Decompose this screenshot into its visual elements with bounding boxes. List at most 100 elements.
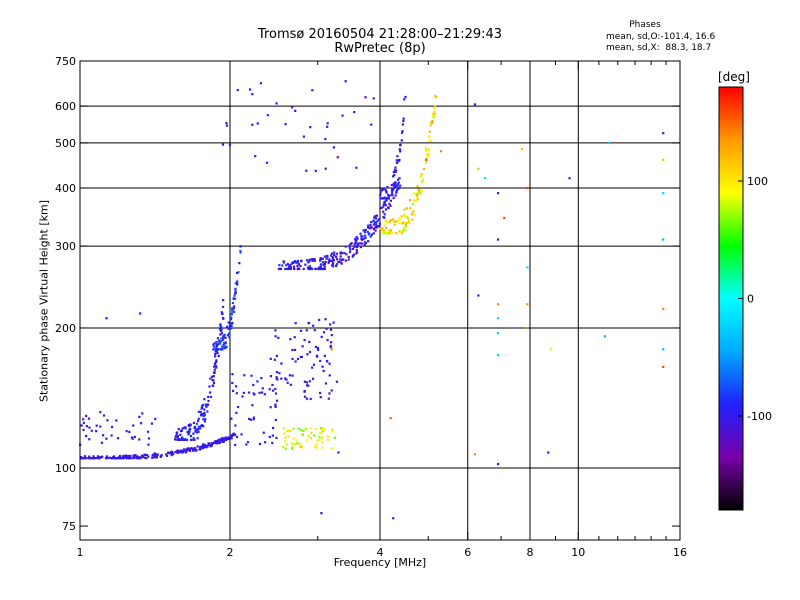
data-point <box>384 219 387 223</box>
data-point <box>373 216 376 219</box>
data-point <box>309 437 313 440</box>
data-point <box>219 439 222 442</box>
data-point <box>212 381 216 385</box>
data-point <box>395 232 398 235</box>
data-point <box>194 430 197 433</box>
data-point <box>232 432 235 435</box>
data-point <box>89 457 93 460</box>
data-point <box>196 437 199 440</box>
data-point <box>235 435 239 439</box>
data-point <box>234 424 237 427</box>
data-point <box>284 267 287 271</box>
data-point <box>330 333 333 337</box>
data-point <box>151 456 154 459</box>
data-point <box>417 188 420 191</box>
phase-colorbar: 100 0 -100 <box>718 86 772 511</box>
data-point <box>308 258 311 261</box>
data-point <box>304 263 307 266</box>
data-point <box>182 450 185 453</box>
data-point <box>328 392 331 395</box>
data-point <box>231 381 234 385</box>
data-point <box>175 431 179 434</box>
data-point <box>121 455 125 458</box>
data-point <box>197 417 200 420</box>
data-point <box>282 445 285 449</box>
data-point <box>413 213 416 216</box>
data-point <box>139 457 142 460</box>
data-point <box>200 407 203 410</box>
data-point <box>291 442 294 445</box>
data-point <box>302 267 305 271</box>
data-point <box>236 405 240 409</box>
data-point <box>293 348 297 351</box>
data-point <box>291 447 294 450</box>
data-point <box>83 455 87 458</box>
data-point <box>422 167 426 171</box>
data-point <box>384 204 387 207</box>
data-point <box>319 265 322 268</box>
data-point <box>139 422 143 425</box>
data-point <box>208 391 212 394</box>
data-point <box>232 307 235 310</box>
data-point <box>332 253 336 257</box>
data-point <box>179 430 183 433</box>
data-point <box>311 366 314 369</box>
data-point <box>382 210 385 213</box>
data-point <box>434 94 437 98</box>
data-point <box>269 357 272 360</box>
data-point <box>285 267 289 271</box>
data-point <box>420 172 423 175</box>
data-point <box>290 262 293 265</box>
data-point <box>259 82 263 85</box>
data-point <box>155 456 158 459</box>
data-point <box>147 455 150 458</box>
data-point <box>274 392 278 395</box>
data-point <box>329 328 333 331</box>
data-point <box>402 117 405 120</box>
data-point <box>332 146 336 149</box>
data-point <box>308 260 311 263</box>
data-point <box>240 433 243 436</box>
data-point <box>258 391 261 394</box>
data-point <box>318 267 321 271</box>
data-point <box>374 229 377 232</box>
data-point <box>201 412 204 416</box>
data-point <box>339 255 342 258</box>
data-point <box>293 336 296 339</box>
data-point <box>319 391 322 395</box>
data-point <box>400 139 403 142</box>
data-point <box>274 403 277 406</box>
data-point <box>125 430 128 433</box>
data-point <box>376 226 379 229</box>
data-point <box>425 158 428 161</box>
data-point <box>106 457 109 460</box>
data-point <box>322 331 326 334</box>
data-point <box>287 266 291 270</box>
data-point <box>324 137 327 141</box>
data-point <box>177 438 181 441</box>
data-point <box>196 445 199 448</box>
data-point <box>268 388 271 391</box>
data-point <box>108 456 111 459</box>
data-point <box>330 252 333 255</box>
data-point <box>391 188 394 191</box>
data-point <box>321 257 324 260</box>
data-point <box>242 391 245 395</box>
data-point <box>332 258 336 262</box>
data-point <box>291 106 294 109</box>
data-point <box>291 374 294 377</box>
data-point <box>337 451 340 454</box>
data-point <box>225 437 228 440</box>
data-point <box>383 201 386 204</box>
data-point <box>352 253 355 256</box>
x-axis-ticks: 1 2 4 6 8 10 16 <box>77 61 687 559</box>
data-point <box>206 403 209 407</box>
data-point <box>277 267 281 271</box>
data-point <box>439 150 443 153</box>
data-point <box>286 381 289 384</box>
data-point <box>335 380 339 383</box>
data-point <box>388 220 392 223</box>
data-point <box>230 316 233 319</box>
data-point <box>428 135 431 138</box>
data-point <box>105 317 108 320</box>
